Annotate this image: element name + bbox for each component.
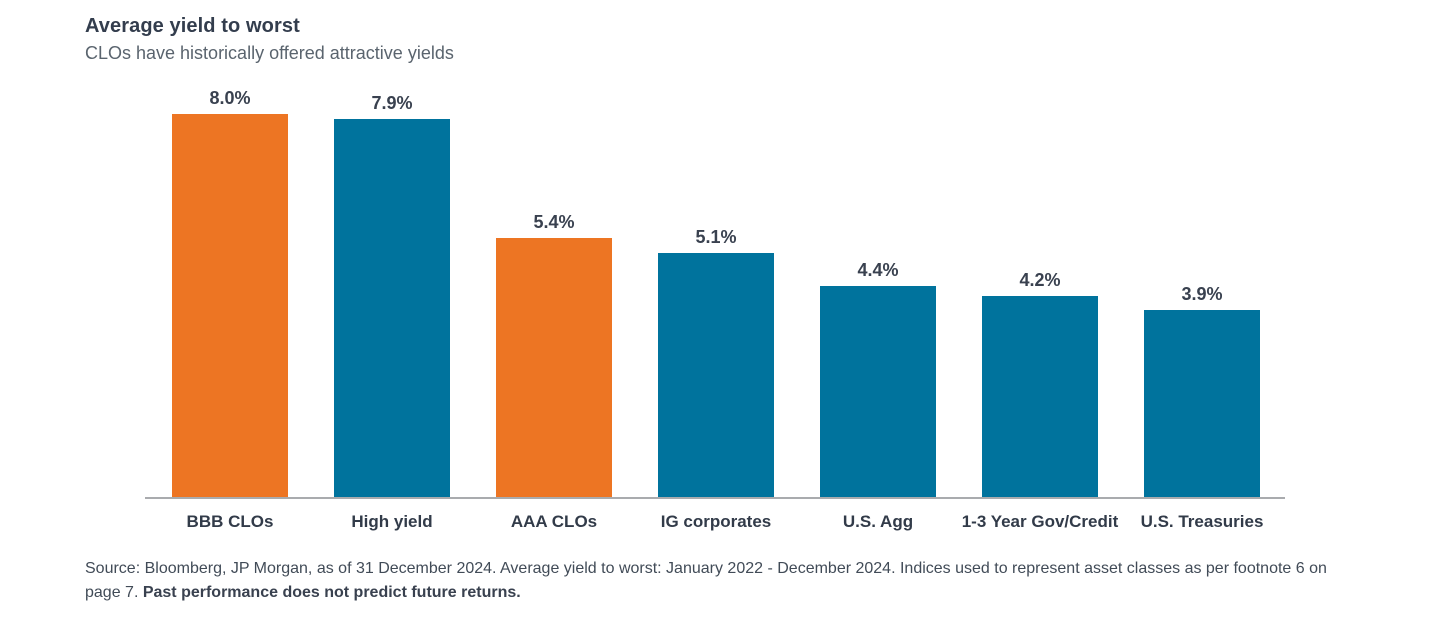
footnote-text: Source: Bloomberg, JP Morgan, as of 31 D… — [85, 560, 1327, 601]
category-label: U.S. Agg — [842, 512, 914, 531]
bar-value-label: 8.0% — [209, 88, 251, 108]
chart-title: Average yield to worst — [85, 15, 300, 37]
footnote-bold-text: Past performance does not predict future… — [142, 584, 521, 601]
category-axis: BBB CLOs High yield AAA CLOs IG corporates U… — [145, 512, 1285, 532]
bar-value-label: 4.2% — [1019, 269, 1061, 290]
bar-column: 5.1% — [635, 227, 797, 497]
bar-column: 5.4% — [473, 212, 635, 497]
bar-value-label: 4.4% — [857, 260, 899, 281]
bar-value-label: 5.4% — [533, 212, 575, 233]
bar — [334, 118, 450, 497]
bar-column: 4.4% — [797, 260, 959, 497]
category-label: IG corporates — [660, 512, 772, 531]
bar-column: 8.0% — [149, 88, 311, 497]
category-label: High yield — [351, 512, 433, 531]
bar-value-label: 5.1% — [695, 226, 737, 247]
category-label: U.S. Treasuries — [1140, 512, 1264, 531]
category-label: AAA CLOs — [510, 512, 598, 531]
bar — [1144, 310, 1260, 497]
source-footnote: Source: Bloomberg, JP Morgan, as of 31 D… — [85, 557, 1357, 605]
plot-area: 8.0% 7.9% 5.4% 5.1% 4.4% 4.2% 3.9% — [145, 88, 1285, 499]
bar-column: 7.9% — [311, 93, 473, 497]
bar-column: 4.2% — [959, 270, 1121, 497]
bar — [658, 252, 774, 497]
chart-subtitle: CLOs have historically offered attractiv… — [85, 43, 454, 63]
bar — [820, 286, 936, 497]
bar-value-label: 7.9% — [371, 92, 413, 113]
bar — [172, 114, 288, 497]
bar — [496, 238, 612, 497]
category-label: BBB CLOs — [186, 512, 274, 531]
chart-header: Average yield to worst CLOs have histori… — [0, 0, 1429, 66]
bar-chart: 8.0% 7.9% 5.4% 5.1% 4.4% 4.2% 3.9% BBB CLOs Hig… — [145, 88, 1285, 532]
bar-value-label: 3.9% — [1181, 284, 1223, 305]
bar — [982, 295, 1098, 497]
category-label: 1-3 Year Gov/Credit — [961, 512, 1119, 531]
bar-column: 3.9% — [1121, 284, 1283, 497]
